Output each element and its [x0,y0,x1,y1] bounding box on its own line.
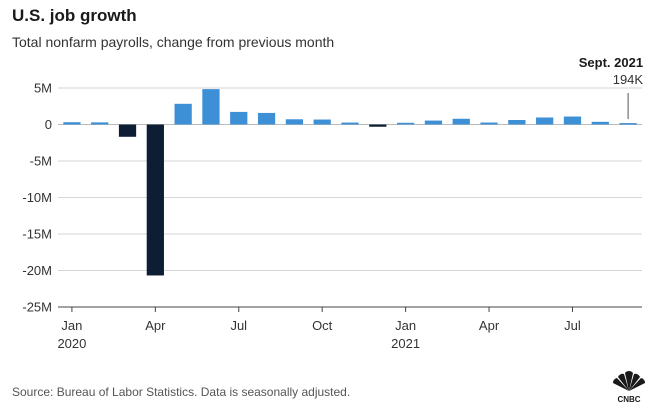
bar [452,118,470,125]
bar [146,124,164,276]
bar [202,89,220,125]
bar [341,122,359,125]
y-tick-label: -20M [22,263,52,278]
bar [257,112,276,125]
y-tick-label: -5M [30,154,52,169]
chart-title: U.S. job growth [12,6,137,25]
bar [424,120,443,125]
bar [508,120,526,125]
chart-subtitle: Total nonfarm payrolls, change from prev… [12,34,335,50]
x-tick-year-label: 2020 [57,336,86,351]
bar [369,124,387,127]
bar [536,117,554,125]
bar [563,116,582,125]
bar [591,121,609,125]
bar [230,111,248,125]
x-tick-label: Jan [61,318,82,333]
y-tick-label: 0 [45,117,52,132]
y-tick-label: 5M [34,81,52,96]
bar [313,119,331,125]
x-tick-year-label: 2021 [391,336,420,351]
x-tick-label: Jul [564,318,581,333]
svg-text:CNBC: CNBC [617,395,640,404]
x-tick-label: Apr [479,318,500,333]
source-note: Source: Bureau of Labor Statistics. Data… [12,385,351,399]
bar [91,122,109,125]
bar [285,119,304,125]
bar [63,122,81,125]
bar [174,103,192,125]
y-tick-label: -10M [22,190,52,205]
x-tick-label: Apr [145,318,166,333]
annotation-title: Sept. 2021 [579,55,643,70]
bar [619,123,637,125]
x-tick-label: Oct [312,318,333,333]
x-tick-label: Jan [395,318,416,333]
bar [118,124,137,137]
bar [396,122,415,125]
x-tick-label: Jul [230,318,247,333]
y-tick-label: -25M [22,300,52,315]
y-tick-label: -15M [22,227,52,242]
cnbc-peacock-logo: CNBC [612,371,646,404]
bar [480,122,498,125]
annotation-value: 194K [613,72,644,87]
